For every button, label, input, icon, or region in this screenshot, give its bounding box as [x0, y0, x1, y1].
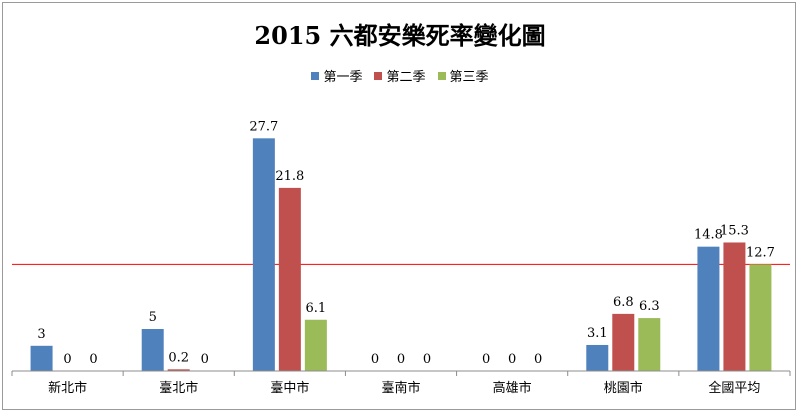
legend-swatch-series-1 [311, 71, 320, 80]
legend-label-series-2: 第二季 [386, 70, 426, 85]
value-label-1-1: 3 [37, 327, 45, 342]
value-label-3-1: 0 [89, 352, 97, 367]
value-label-1-4: 0 [371, 352, 379, 367]
value-label-1-6: 3.1 [587, 326, 608, 341]
bar-2-7 [723, 242, 746, 371]
bar-1-3 [252, 138, 275, 371]
value-label-3-6: 6.3 [639, 299, 660, 314]
bar-1-7 [697, 246, 720, 371]
value-label-2-2: 0.2 [168, 350, 189, 365]
bar-2-6 [612, 313, 635, 371]
chart-frame [2, 2, 796, 410]
value-label-3-7: 12.7 [746, 245, 775, 260]
chart-title: 2015 六都安樂死率變化圖 [254, 21, 546, 50]
value-label-1-7: 14.8 [694, 228, 723, 243]
legend-swatch-series-3 [437, 71, 446, 80]
legend-item-series-2: 第二季 [374, 66, 426, 85]
value-label-3-4: 0 [423, 352, 431, 367]
bar-3-3 [304, 319, 327, 371]
value-label-3-5: 0 [534, 352, 542, 367]
legend-item-series-1: 第一季 [311, 66, 362, 85]
bar-1-1 [30, 345, 53, 371]
value-label-3-3: 6.1 [306, 301, 327, 316]
category-label-5: 高雄市 [493, 380, 532, 396]
bar-2-2 [167, 369, 190, 371]
value-label-1-2: 5 [149, 310, 157, 325]
category-label-2: 臺北市 [159, 380, 198, 396]
chart-legend: 第一季 第二季 第三季 [0, 66, 800, 85]
legend-label-series-1: 第一季 [323, 70, 363, 85]
bar-2-3 [278, 187, 301, 371]
bar-1-2 [141, 329, 164, 371]
value-label-2-6: 6.8 [613, 295, 634, 310]
bar-3-7 [749, 264, 772, 371]
category-label-6: 桃園市 [604, 380, 643, 396]
value-label-2-5: 0 [508, 352, 516, 367]
value-label-2-3: 21.8 [275, 169, 304, 184]
category-label-3: 臺中市 [270, 380, 309, 396]
value-label-2-1: 0 [63, 352, 71, 367]
value-label-3-2: 0 [201, 352, 209, 367]
bar-3-6 [638, 318, 661, 371]
value-label-1-5: 0 [482, 352, 490, 367]
category-label-1: 新北市 [48, 380, 87, 396]
category-label-7: 全國平均 [708, 380, 760, 396]
value-label-2-4: 0 [397, 352, 405, 367]
legend-swatch-series-2 [374, 71, 383, 80]
legend-item-series-3: 第三季 [437, 66, 489, 85]
value-label-2-7: 15.3 [720, 223, 749, 238]
legend-label-series-3: 第三季 [449, 70, 489, 85]
value-label-1-3: 27.7 [249, 119, 278, 134]
category-label-4: 臺南市 [381, 380, 420, 396]
bar-1-6 [586, 344, 609, 371]
